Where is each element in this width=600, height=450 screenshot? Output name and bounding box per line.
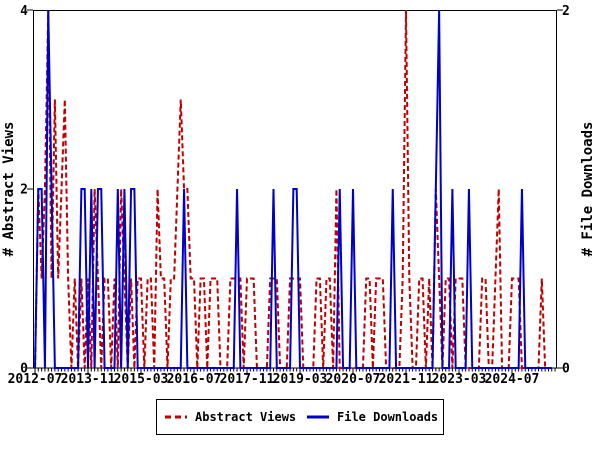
- right-axis-title: # File Downloads: [580, 122, 596, 257]
- plot-area: 2012-072013-112015-032016-072017-112019-…: [8, 9, 563, 387]
- left-axis-title: # Abstract Views: [1, 122, 17, 257]
- right-axis-tick-0: 0: [562, 362, 570, 377]
- x-tick-label: 2015-03: [114, 372, 169, 387]
- x-tick-label: 2023-03: [432, 372, 487, 387]
- series-line-abstract-views: [34, 9, 552, 369]
- x-tick-label: 2019-03: [273, 372, 328, 387]
- x-tick-label: 2020-07: [326, 372, 381, 387]
- legend-label-file-downloads: File Downloads: [337, 410, 438, 424]
- legend-box: [156, 399, 444, 435]
- legend-label-abstract-views: Abstract Views: [195, 410, 296, 424]
- series-line-file-downloads: [34, 9, 552, 369]
- legend: Abstract Views File Downloads: [156, 399, 444, 435]
- x-tick-label: 2021-11: [379, 372, 434, 387]
- left-axis-tick-2: 2: [20, 183, 28, 198]
- right-axis-tick-2: 2: [562, 4, 570, 19]
- plot-border: [33, 10, 557, 369]
- x-tick-label: 2012-07: [8, 372, 63, 387]
- x-tick-label: 2017-11: [220, 372, 275, 387]
- x-tick-label: 2013-11: [61, 372, 116, 387]
- x-tick-label: 2016-07: [167, 372, 222, 387]
- left-axis-tick-0: 0: [20, 362, 28, 377]
- x-tick-label: 2024-07: [485, 372, 540, 387]
- left-axis-tick-4: 4: [20, 4, 28, 19]
